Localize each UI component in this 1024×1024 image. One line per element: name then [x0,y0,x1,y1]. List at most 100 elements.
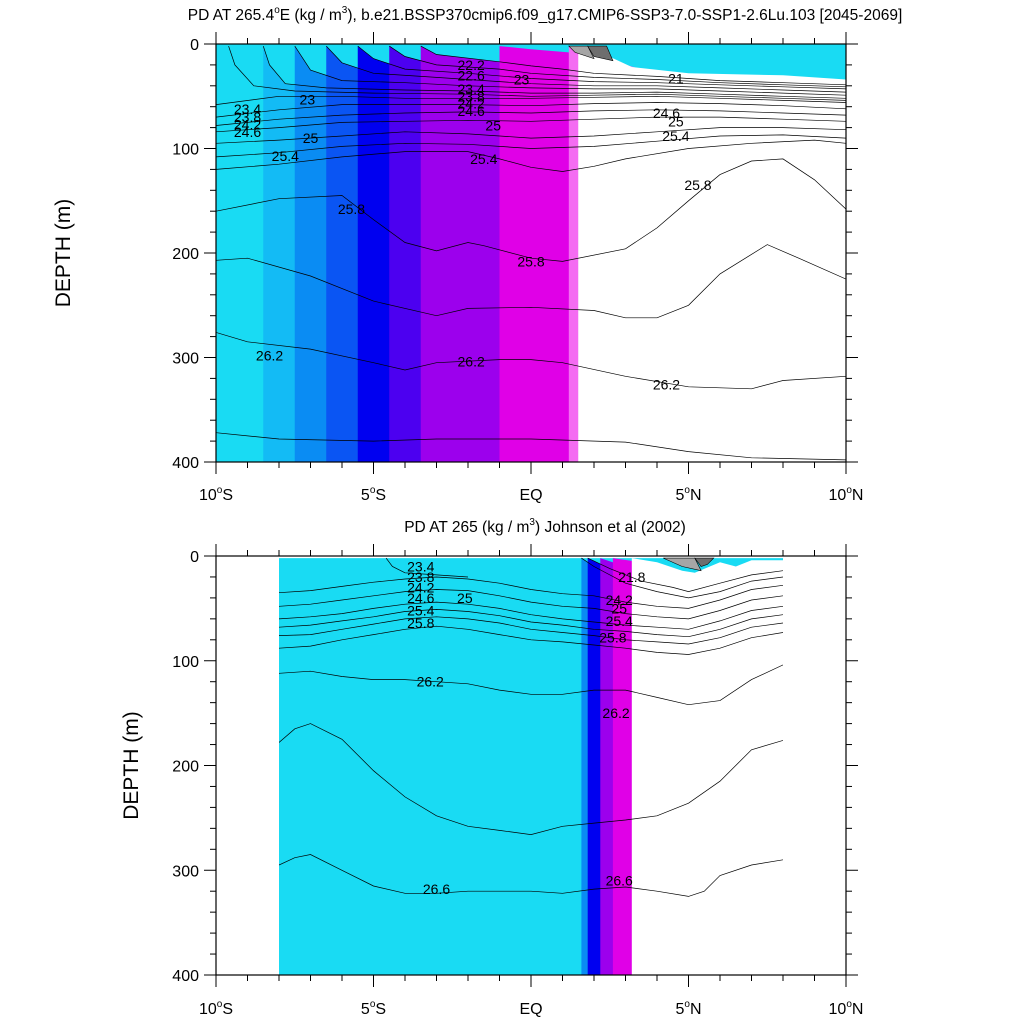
y-axis-label: DEPTH (m) [120,711,143,820]
x-tick-label: 5oN [675,999,701,1018]
contour-label: 24.6 [458,103,485,119]
y-tick-label: 300 [172,863,199,880]
contour-label: 25.8 [407,615,434,631]
contour-line [279,601,783,630]
contour-line [279,625,783,655]
contour-line [216,127,846,144]
contour-label: 26.2 [653,377,680,393]
y-tick-label: 400 [172,968,199,985]
contour-label: 26.2 [417,674,444,690]
contour-label: 23.8 [458,88,485,104]
contour-label: 25.8 [517,253,544,269]
chart-panel-1: 22.222.6 2323.423.824.224.62525.425.825.8… [52,5,902,504]
x-tick-label: EQ [519,487,542,504]
contour-label: 23.4 [458,81,485,97]
contour-label: 25.4 [272,148,299,164]
x-tick-label: 10oN [829,999,864,1018]
contour-label: 26.2 [602,705,629,721]
y-tick-label: 400 [172,455,199,472]
y-tick-label: 300 [172,351,199,368]
plot-area: 23.423.824.224.6 2525.425.826.226.226.626… [279,557,783,975]
contour-label: 25 [668,113,684,129]
contour-label: 23.4 [234,101,261,117]
contour-line [326,45,846,93]
contour-line [389,45,846,88]
contour-label: 23 [300,91,316,107]
chart-panel-2: 23.423.824.224.6 2525.425.826.226.226.626… [120,517,863,1018]
contour-label: 24.2 [234,116,261,132]
contour-line [216,95,846,105]
contour-band [631,558,783,975]
contour-label: 25 [485,118,501,134]
contour-line [587,557,783,592]
contour-band [587,45,614,62]
contour-label: 25.4 [470,151,497,167]
contour-label: 21 [668,70,684,86]
x-tick-label: 10oN [829,485,864,504]
contour-line [216,102,846,118]
y-tick-label: 0 [190,37,199,54]
contour-label: 25.8 [684,177,711,193]
contour-line [420,45,846,86]
contour-label: 25.4 [662,128,689,144]
contour-label: 25.8 [338,201,365,217]
contour-line [279,664,783,706]
contour-label: 25 [457,590,473,606]
contour-line [357,45,846,90]
contour-band [568,45,595,60]
contour-band [694,557,715,567]
x-tick-label: 10oS [199,485,233,504]
plot-area: 22.222.6 2323.423.824.224.62525.425.825.8… [216,44,846,462]
contour-label: 26.2 [256,347,283,363]
chart-title: PD AT 265 (kg / m3) Johnson et al (2002) [404,517,686,536]
contour-label: 26.6 [423,881,450,897]
y-axis-label: DEPTH (m) [52,199,75,308]
contour-line [216,332,846,390]
y-tick-label: 200 [172,759,199,776]
y-tick-label: 100 [172,142,199,159]
contour-line [279,616,783,645]
contour-label: 21.8 [618,569,645,585]
contour-label: 26.2 [458,354,485,370]
y-tick-label: 100 [172,654,199,671]
contour-line [262,45,846,99]
contour-label: 24.2 [458,96,485,112]
chart-title: PD AT 265.4oE (kg / m3), b.e21.BSSP370cm… [188,5,903,24]
contour-label: 23.4 [407,558,434,574]
contour-label: 25 [303,130,319,146]
contour-label: 23.8 [234,109,261,125]
contour-label: 26.6 [606,873,633,889]
contour-band [663,557,702,572]
x-tick-label: 5oS [361,999,386,1018]
contour-label: 24.2 [407,579,434,595]
contour-label: 23 [514,72,530,88]
contour-line [279,576,783,609]
contour-line [216,158,846,262]
contour-line [294,45,846,96]
contour-label: 25.4 [606,613,633,629]
contour-label: 24.2 [606,592,633,608]
contour-line [216,139,846,172]
contour-label: 25 [611,600,627,616]
contour-label: 25.4 [407,602,434,618]
contour-line [385,557,469,578]
contour-label: 25.8 [599,630,626,646]
contour-line [228,45,846,101]
contour-label: 22.2 [458,57,485,73]
contour-label: 22.6 [458,67,485,83]
contour-band [578,46,846,462]
contour-line [216,432,846,461]
contour-label: 24.6 [407,590,434,606]
contour-line [279,609,783,638]
x-tick-label: 5oN [675,485,701,504]
contour-line [216,116,846,133]
contour-line [279,589,783,620]
contour-line [216,134,846,158]
contour-line [279,854,783,897]
contour-line [581,557,783,599]
contour-line [279,723,783,835]
y-tick-label: 0 [190,549,199,566]
contour-label: 24.6 [653,105,680,121]
x-tick-label: 10oS [199,999,233,1018]
